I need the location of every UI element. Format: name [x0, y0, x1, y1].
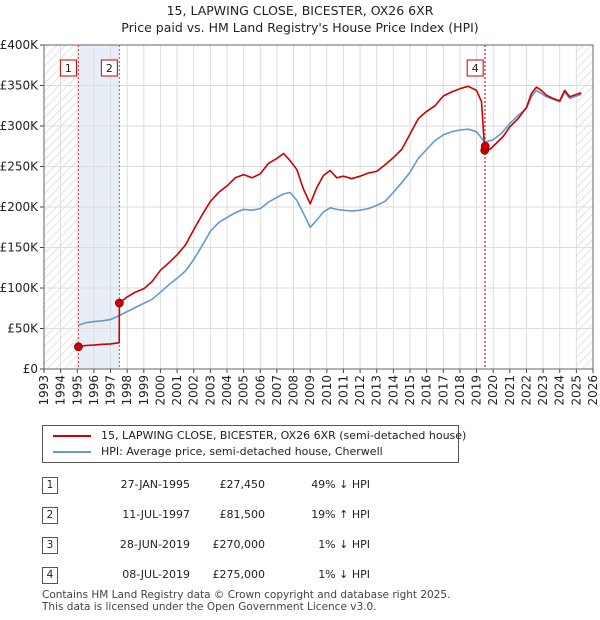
transaction-hpi-diff: 1% ↓ HPI	[318, 568, 370, 581]
sale-label-text: 4	[472, 62, 479, 75]
sale-label-box-2: 2	[100, 59, 118, 77]
legend-item-hpi: HPI: Average price, semi-detached house,…	[43, 444, 458, 460]
transaction-date: 28-JUN-2019	[119, 538, 190, 551]
x-tick-label: 2005	[237, 375, 251, 406]
x-tick-label: 2004	[220, 375, 234, 406]
sale-label-box-border	[59, 59, 77, 77]
transaction-price: £27,450	[219, 478, 266, 491]
x-tick-label: 2013	[370, 375, 384, 406]
transaction-number: 2	[42, 507, 58, 524]
transaction-date: 11-JUL-1997	[122, 508, 190, 521]
x-tick-label: 2024	[553, 375, 567, 406]
x-tick-label: 2026	[586, 375, 600, 406]
x-tick-label: 2003	[203, 375, 217, 406]
sale-label-box-4: 4	[466, 59, 484, 77]
series-line-property	[78, 85, 582, 348]
x-tick-label: 2007	[270, 375, 284, 406]
table-row: 1 27-JAN-1995 £27,450 49% ↓ HPI	[0, 476, 600, 496]
x-tick-label: 2000	[153, 375, 167, 406]
table-row: 4 08-JUL-2019 £275,000 1% ↓ HPI	[0, 566, 600, 586]
legend-item-property: 15, LAPWING CLOSE, BICESTER, OX26 6XR (s…	[43, 428, 466, 444]
transaction-price: £81,500	[219, 508, 266, 521]
x-tick-label: 1993	[37, 375, 51, 406]
y-tick-label: £50K	[7, 322, 39, 336]
x-tick-label: 2017	[436, 375, 450, 406]
chart-title: 15, LAPWING CLOSE, BICESTER, OX26 6XR	[166, 3, 434, 18]
x-tick-label: 2025	[569, 375, 583, 406]
y-tick-label: £150K	[0, 241, 39, 255]
x-tick-label: 2014	[386, 375, 400, 406]
x-tick-label: 2022	[519, 375, 533, 406]
transaction-price: £270,000	[212, 538, 266, 551]
legend-swatch-property	[53, 435, 91, 437]
x-tick-label: 2008	[287, 375, 301, 406]
y-tick-label: £100K	[0, 281, 39, 295]
transaction-number: 3	[42, 537, 58, 554]
table-row: 3 28-JUN-2019 £270,000 1% ↓ HPI	[0, 536, 600, 556]
x-tick-label: 2010	[320, 375, 334, 406]
sale-label-box-border	[466, 59, 484, 77]
sale-label-text: 2	[106, 62, 113, 75]
x-tick-label: 2002	[187, 375, 201, 406]
y-tick-label: £350K	[0, 79, 39, 93]
legend-swatch-hpi	[53, 451, 91, 453]
x-tick-label: 2012	[353, 375, 367, 406]
footer: Contains HM Land Registry data © Crown c…	[42, 589, 450, 613]
y-tick-label: £400K	[0, 38, 39, 52]
series-line-hpi	[78, 89, 582, 327]
transaction-price: £275,000	[212, 568, 266, 581]
transaction-date: 27-JAN-1995	[120, 478, 190, 491]
y-tick-label: £0	[23, 362, 38, 376]
sale-point-1	[74, 342, 83, 352]
legend-label-property: 15, LAPWING CLOSE, BICESTER, OX26 6XR (s…	[101, 429, 467, 442]
transaction-number: 1	[42, 477, 58, 494]
x-tick-label: 2006	[253, 375, 267, 406]
sale-label-box-1: 1	[59, 59, 77, 77]
sale-point-4	[480, 141, 490, 151]
x-tick-label: 1997	[104, 375, 118, 406]
sale-label-box-border	[100, 59, 118, 77]
y-tick-label: £300K	[0, 119, 39, 133]
table-row: 2 11-JUL-1997 £81,500 19% ↑ HPI	[0, 506, 600, 526]
footer-copyright: Contains HM Land Registry data © Crown c…	[42, 589, 451, 601]
plot-frame	[43, 44, 594, 370]
price-chart: 1993 1994 1995 1996 1997 1998 1999 2000 2001 2002…	[0, 38, 600, 406]
x-tick-label: 2015	[403, 375, 417, 406]
y-tick-label: £200K	[0, 200, 39, 214]
x-tick-label: 1998	[120, 375, 134, 406]
x-tick-label: 2021	[503, 375, 517, 406]
x-tick-label: 2001	[170, 375, 184, 406]
legend: 15, LAPWING CLOSE, BICESTER, OX26 6XR (s…	[42, 425, 466, 463]
x-tick-label: 1996	[87, 375, 101, 406]
x-tick-label: 2009	[303, 375, 317, 406]
x-tick-label: 1995	[70, 375, 84, 406]
sale-label-text: 1	[65, 62, 72, 75]
x-tick-label: 2019	[470, 375, 484, 406]
transaction-hpi-diff: 49% ↓ HPI	[311, 478, 370, 491]
x-tick-label: 2016	[420, 375, 434, 406]
sale-point-2	[114, 298, 124, 308]
transaction-hpi-diff: 1% ↓ HPI	[318, 538, 370, 551]
chart-subtitle: Price paid vs. HM Land Registry's House …	[121, 20, 479, 35]
x-tick-label: 2020	[486, 375, 500, 406]
footer-licence: This data is licensed under the Open Gov…	[42, 601, 377, 613]
transaction-number: 4	[42, 567, 58, 584]
x-tick-label: 2011	[336, 375, 350, 406]
x-tick-label: 2018	[453, 375, 467, 406]
transaction-hpi-diff: 19% ↑ HPI	[311, 508, 370, 521]
x-tick-label: 1994	[54, 375, 68, 406]
y-tick-label: £250K	[0, 160, 39, 174]
x-tick-label: 2023	[536, 375, 550, 406]
legend-label-hpi: HPI: Average price, semi-detached house,…	[101, 445, 383, 458]
transaction-date: 08-JUL-2019	[122, 568, 190, 581]
x-tick-label: 1999	[137, 375, 151, 406]
